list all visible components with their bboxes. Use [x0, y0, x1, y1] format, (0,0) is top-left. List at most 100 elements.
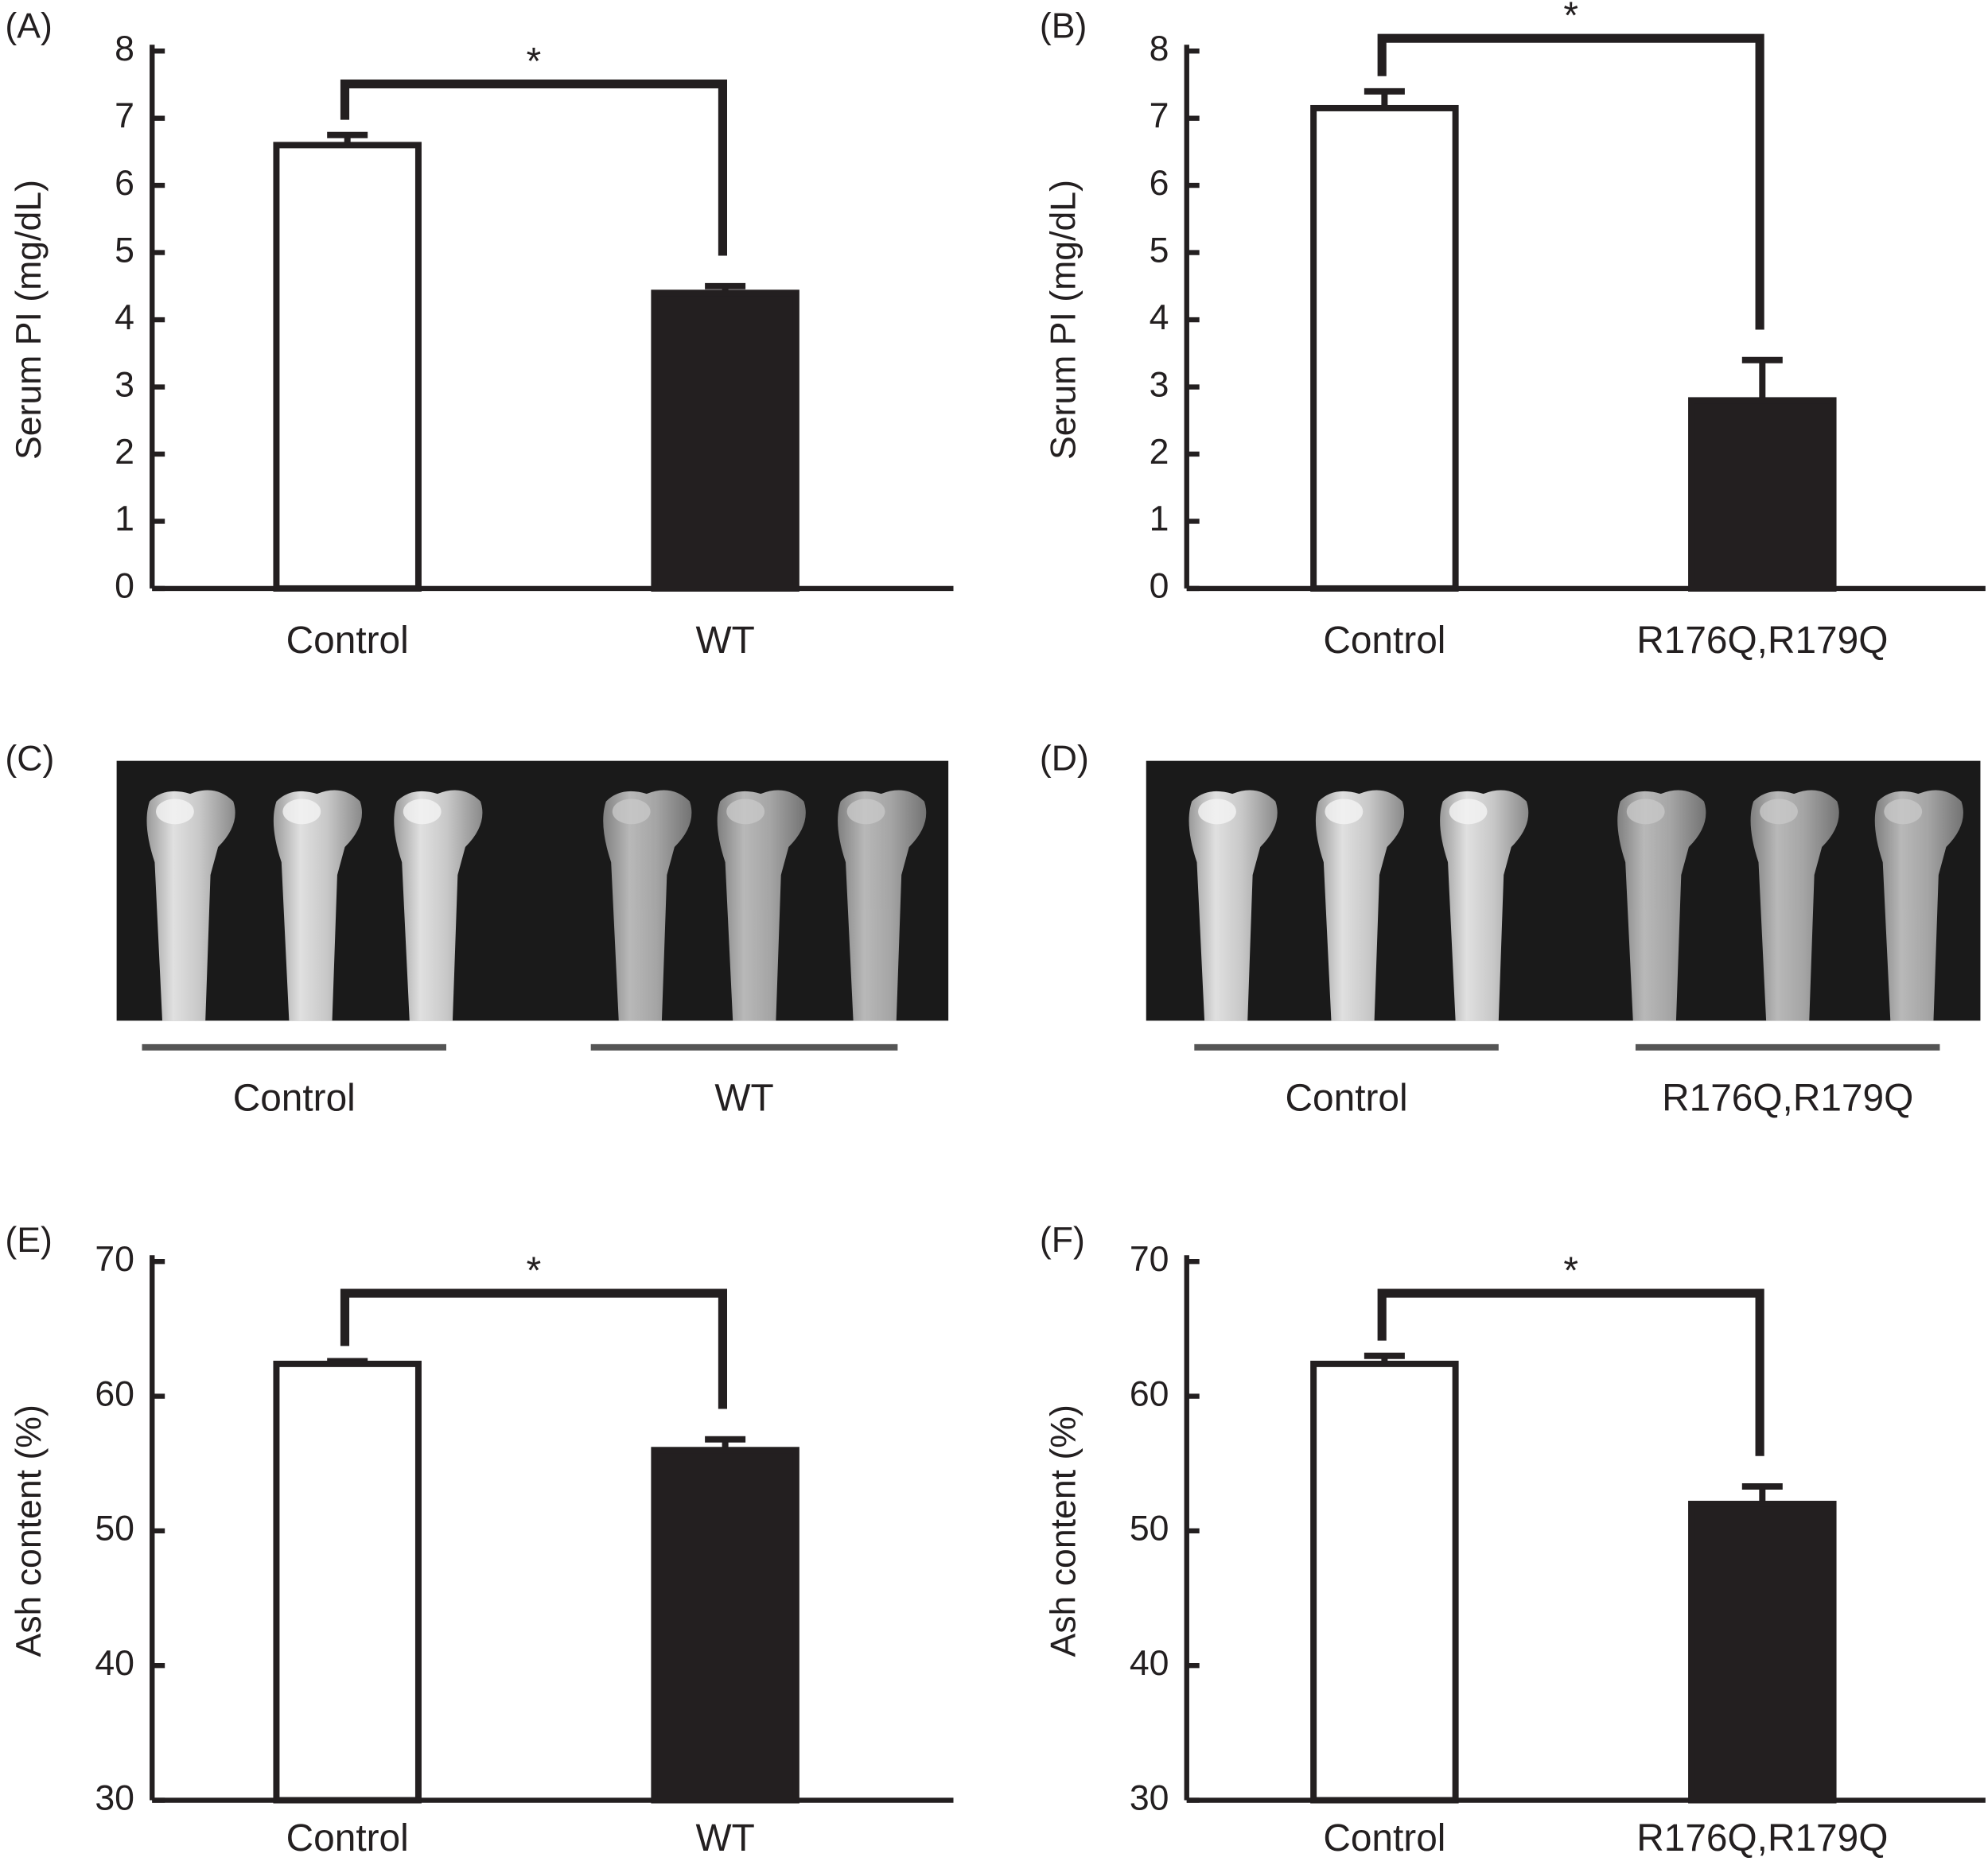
bone-highlight — [1760, 799, 1798, 825]
significance-bracket — [1377, 33, 1764, 330]
xray-image — [1146, 760, 1981, 1021]
panel-label: (A) — [5, 6, 52, 45]
bar-wt — [651, 1447, 799, 1804]
bar-chart-f: (F) 30 40 50 60 70 Ash content (%) Control R176Q… — [1040, 1221, 1986, 1859]
x-tick-label: Control — [286, 620, 409, 662]
bone-shape — [273, 790, 363, 1021]
y-tick-label: 50 — [1130, 1510, 1169, 1548]
significance-bracket — [340, 80, 728, 256]
bone-femur — [1440, 790, 1529, 1021]
bone-shape — [1189, 790, 1278, 1021]
bone-shape — [1750, 790, 1839, 1021]
bone-highlight — [1884, 799, 1923, 825]
y-tick-label: 5 — [115, 231, 134, 270]
y-tick-label: 70 — [95, 1240, 134, 1279]
y-tick-label: 0 — [115, 567, 134, 606]
xray-panel-d: (D) Control R176Q,R179Q — [1040, 739, 1981, 1119]
bone-highlight — [1449, 799, 1488, 825]
y-tick-label: 4 — [1150, 298, 1169, 337]
y-tick-label: 8 — [115, 29, 134, 68]
bar-chart-b: (B) 0 1 2 3 4 5 6 7 8 Serum PI (mg/dL) Control R176Q… — [1040, 0, 1986, 662]
y-axis-label: Serum PI (mg/dL) — [1045, 180, 1083, 460]
bone-femur — [1315, 790, 1405, 1021]
significance-marker: * — [1563, 0, 1578, 37]
y-tick-label: 60 — [95, 1374, 134, 1413]
y-tick-label: 4 — [115, 298, 134, 337]
bone-femur — [838, 790, 927, 1021]
xray-image — [116, 760, 949, 1021]
y-tick-label: 6 — [1150, 164, 1169, 203]
significance-marker: * — [1563, 1249, 1578, 1292]
y-tick-label: 3 — [1150, 365, 1169, 404]
bar-control — [273, 142, 422, 592]
bone-shape — [146, 790, 235, 1021]
y-tick-label: 60 — [1130, 1374, 1169, 1413]
y-axis-label: Serum PI (mg/dL) — [10, 180, 49, 460]
bone-shape — [717, 790, 806, 1021]
bone-shape — [1440, 790, 1529, 1021]
bar-control — [1310, 1360, 1459, 1804]
significance-bracket — [340, 1288, 728, 1409]
bar-control — [1310, 104, 1459, 592]
y-axis-label: Ash content (%) — [1045, 1405, 1083, 1657]
xray-panel-c: (C) Control WT — [5, 739, 949, 1119]
x-tick-label: R176Q,R179Q — [1636, 1817, 1888, 1859]
panel-label: (B) — [1040, 6, 1087, 45]
bone-highlight — [403, 799, 442, 825]
bone-highlight — [282, 799, 321, 825]
bone-shape — [838, 790, 927, 1021]
panel-label: (D) — [1040, 739, 1089, 778]
bone-femur — [1750, 790, 1839, 1021]
bone-shape — [1617, 790, 1706, 1021]
bone-femur — [273, 790, 363, 1021]
y-tick-label: 40 — [1130, 1644, 1169, 1683]
bone-femur — [1189, 790, 1278, 1021]
bone-highlight — [1626, 799, 1665, 825]
group-label: Control — [233, 1077, 356, 1119]
y-tick-label: 30 — [1130, 1778, 1169, 1817]
bone-highlight — [1198, 799, 1236, 825]
y-tick-label: 1 — [1150, 499, 1169, 538]
y-tick-label: 8 — [1150, 29, 1169, 68]
bone-shape — [1874, 790, 1963, 1021]
bone-femur — [1874, 790, 1963, 1021]
bone-shape — [1315, 790, 1405, 1021]
bone-highlight — [1325, 799, 1364, 825]
panel-label: (F) — [1040, 1221, 1085, 1260]
y-tick-label: 70 — [1130, 1240, 1169, 1279]
y-tick-label: 1 — [115, 499, 134, 538]
group-label: WT — [714, 1077, 773, 1119]
y-axis-label: Ash content (%) — [10, 1405, 49, 1657]
panel-label: (C) — [5, 739, 54, 778]
group-label: R176Q,R179Q — [1662, 1077, 1913, 1119]
y-tick-label: 7 — [115, 96, 134, 135]
bar-wt — [651, 289, 799, 592]
bar-chart-a: (A) 0 1 2 3 4 5 6 7 8 Serum PI (mg/dL) Control WT * — [5, 6, 954, 662]
bar-chart-e: (E) 30 40 50 60 70 Ash content (%) Control WT * — [5, 1221, 954, 1859]
bone-shape — [394, 790, 483, 1021]
x-tick-label: Control — [286, 1817, 409, 1859]
x-tick-label: Control — [1323, 620, 1445, 662]
y-tick-label: 5 — [1150, 231, 1169, 270]
y-tick-label: 40 — [95, 1644, 134, 1683]
x-tick-label: Control — [1323, 1817, 1445, 1859]
bar-r176q-r179q — [1688, 397, 1837, 592]
bone-highlight — [612, 799, 651, 825]
bone-femur — [394, 790, 483, 1021]
y-tick-label: 2 — [115, 433, 134, 472]
bone-femur — [603, 790, 692, 1021]
bone-shape — [603, 790, 692, 1021]
significance-marker: * — [527, 41, 542, 83]
significance-bracket — [1377, 1288, 1764, 1456]
bar-control — [273, 1360, 422, 1804]
y-tick-label: 6 — [115, 164, 134, 203]
x-tick-label: R176Q,R179Q — [1636, 620, 1888, 662]
bone-highlight — [156, 799, 194, 825]
y-tick-label: 30 — [95, 1778, 134, 1817]
y-tick-label: 7 — [1150, 96, 1169, 135]
y-tick-label: 2 — [1150, 433, 1169, 472]
bar-r176q-r179q — [1688, 1501, 1837, 1804]
panel-label: (E) — [5, 1221, 52, 1260]
